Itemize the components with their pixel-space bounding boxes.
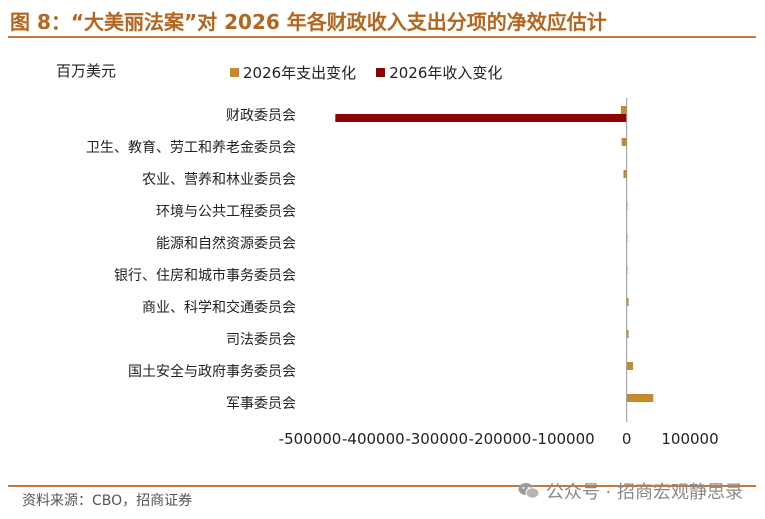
category-label: 商业、科学和交通委员会	[142, 299, 296, 316]
category-label: 司法委员会	[226, 332, 296, 348]
x-tick-label: -500000	[279, 430, 342, 448]
footer-rule	[8, 485, 756, 487]
x-tick-label: -200000	[469, 430, 532, 448]
legend-item-spending: 2026年支出变化	[230, 62, 356, 83]
legend-label-revenue: 2026年收入变化	[389, 64, 503, 82]
x-tick-label: -400000	[342, 430, 405, 448]
category-label: 农业、营养和林业委员会	[142, 172, 296, 188]
category-label: 财政委员会	[226, 108, 296, 124]
bar-spending	[626, 394, 654, 402]
legend-item-revenue: 2026年收入变化	[376, 62, 502, 83]
bar-spending	[621, 138, 627, 146]
chart-title: 图 8：“大美丽法案”对 2026 年各财政收入支出分项的净效应估计	[10, 10, 607, 34]
legend-swatch-revenue	[376, 68, 386, 77]
x-tick-label: 0	[622, 430, 632, 448]
bar-spending	[623, 170, 627, 178]
category-label: 银行、住房和城市事务委员会	[114, 267, 296, 284]
x-tick-label: -300000	[405, 430, 468, 448]
bar-revenue	[335, 114, 627, 122]
legend-label-spending: 2026年支出变化	[243, 64, 357, 82]
bar-spending	[626, 298, 629, 306]
wechat-icon	[518, 483, 540, 499]
watermark-text: 公众号 · 招商宏观静思录	[545, 482, 743, 503]
x-tick-label: 100000	[661, 430, 718, 448]
unit-label: 百万美元	[56, 62, 117, 80]
watermark: 公众号 · 招商宏观静思录	[518, 478, 743, 504]
bar-spending	[626, 330, 629, 338]
category-label: 环境与公共工程委员会	[156, 204, 296, 220]
source-note: 资料来源：CBO，招商证券	[22, 493, 193, 509]
bar-spending	[620, 106, 627, 114]
category-label: 军事委员会	[226, 396, 296, 412]
category-label: 卫生、教育、劳工和养老金委员会	[86, 140, 296, 156]
legend-swatch-spending	[230, 68, 239, 77]
category-label: 国土安全与政府事务委员会	[128, 363, 296, 380]
x-tick-label: -100000	[532, 430, 595, 448]
title-rule	[8, 36, 756, 38]
category-label: 能源和自然资源委员会	[156, 235, 296, 252]
legend: 2026年支出变化 2026年收入变化	[230, 62, 502, 83]
bar-spending	[626, 362, 633, 370]
